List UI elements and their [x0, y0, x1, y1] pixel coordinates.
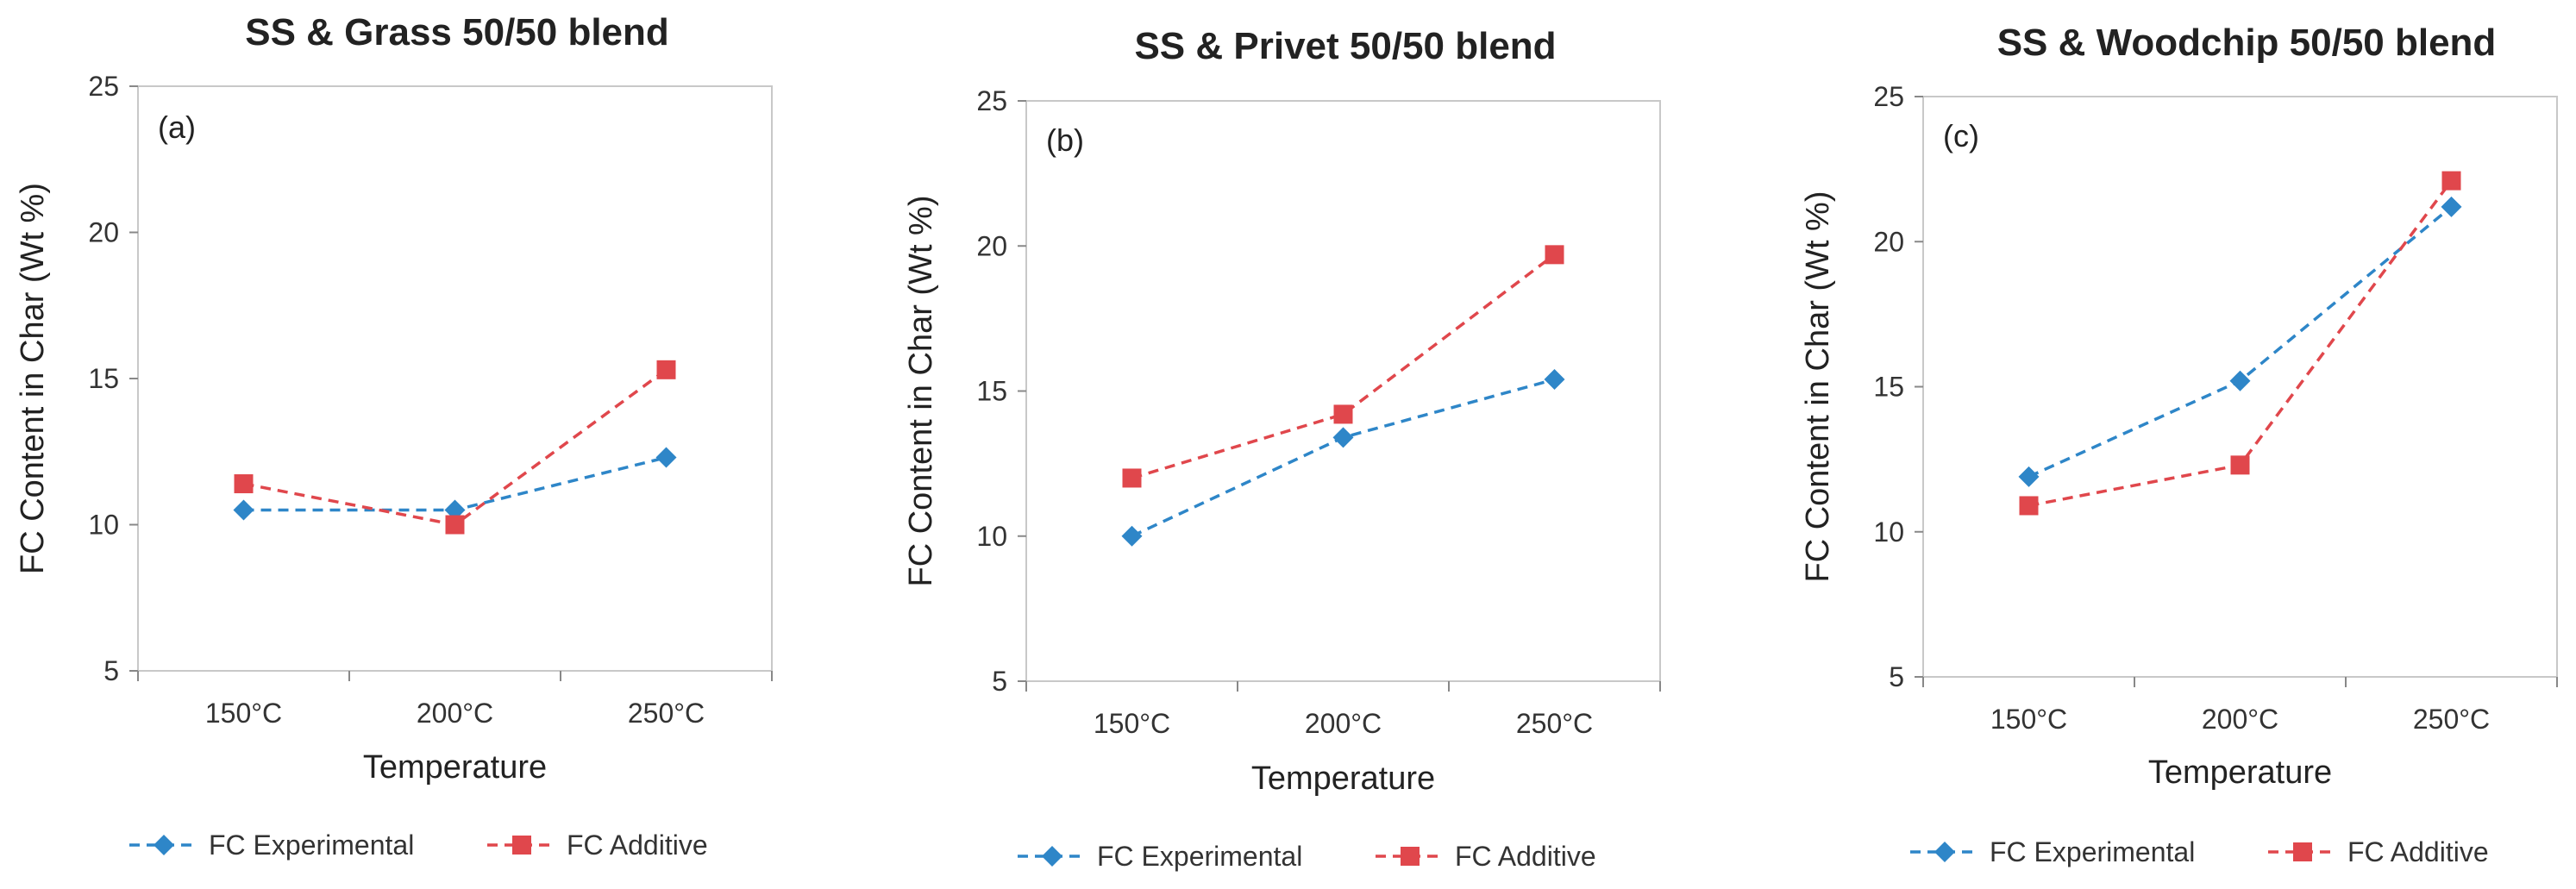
x-tick-label: 250°C [628, 698, 705, 729]
y-tick-label: 5 [103, 655, 119, 686]
y-tick-label: 10 [88, 510, 119, 541]
data-point [2441, 171, 2461, 191]
chart-title: SS & Grass 50/50 blend [245, 11, 669, 53]
data-point [233, 499, 254, 521]
panel-label: (c) [1943, 118, 1979, 153]
chart-panel-3: SS & Woodchip 50/50 blend 5 10 15 20 25 150°C 2… [1800, 22, 2558, 867]
y-tick-label: 15 [976, 376, 1007, 407]
data-point [2441, 196, 2462, 217]
data-point [1544, 369, 1565, 391]
legend-item: FC Additive [2268, 836, 2489, 867]
y-tick-label: 10 [1873, 516, 1904, 548]
data-point [656, 360, 676, 379]
series-fc-experimental [233, 447, 677, 521]
legend-label: FC Additive [567, 830, 708, 861]
x-tick-label: 250°C [2413, 704, 2490, 735]
x-tick-label: 150°C [1094, 708, 1170, 739]
data-point [655, 447, 677, 468]
panel-label: (b) [1046, 122, 1084, 158]
y-axis-label: FC Content in Char (Wt %) [15, 183, 51, 574]
y-tick-label: 20 [1873, 226, 1904, 257]
y-tick-label: 20 [976, 230, 1007, 261]
series-fc-additive [2019, 171, 2461, 516]
x-axis-label: Temperature [1251, 761, 1435, 797]
x-tick-label: 200°C [2202, 704, 2278, 735]
series-fc-experimental [1121, 369, 1565, 547]
series-fc-additive [234, 360, 676, 535]
legend-marker [512, 836, 531, 855]
y-tick-label: 5 [1889, 661, 1904, 692]
y-tick-label: 5 [992, 666, 1007, 697]
legend: FC Experimental FC Additive [1018, 841, 1596, 872]
data-point [2019, 496, 2039, 516]
x-tick-label: 250°C [1516, 708, 1593, 739]
x-axis-label: Temperature [2148, 754, 2332, 791]
y-tick-label: 25 [1873, 81, 1904, 112]
series-line [1131, 378, 1555, 538]
legend-item: FC Experimental [129, 830, 414, 861]
data-point [445, 515, 465, 535]
chart-panel-1: SS & Grass 50/50 blend 5 10 15 20 25 150°C 200°… [15, 11, 773, 861]
legend-label: FC Additive [1455, 841, 1596, 872]
y-tick-label: 20 [88, 217, 119, 248]
legend-label: FC Experimental [1990, 836, 2195, 867]
data-point [234, 474, 254, 494]
legend-marker [1934, 842, 1955, 862]
legend-item: FC Experimental [1018, 841, 1302, 872]
data-point [1545, 245, 1564, 265]
y-axis-label: FC Content in Char (Wt %) [1800, 191, 1836, 583]
data-point [2229, 370, 2251, 391]
legend: FC Experimental FC Additive [1910, 836, 2489, 867]
x-tick-label: 200°C [1305, 708, 1382, 739]
series-fc-experimental [2018, 196, 2462, 487]
panel-label: (a) [158, 110, 196, 145]
legend-item: FC Additive [1376, 841, 1596, 872]
y-tick-label: 25 [976, 85, 1007, 116]
data-point [1122, 468, 1142, 488]
data-point [1332, 427, 1354, 448]
legend-item: FC Experimental [1910, 836, 2195, 867]
y-tick-label: 10 [976, 521, 1007, 552]
chart-panel-2: SS & Privet 50/50 blend 5 10 15 20 25 150°C 200… [903, 25, 1661, 872]
series-fc-additive [1122, 245, 1564, 488]
data-point [1121, 525, 1143, 547]
x-tick-label: 200°C [417, 698, 493, 729]
y-tick-label: 15 [88, 363, 119, 394]
y-axis-label: FC Content in Char (Wt %) [903, 196, 939, 587]
y-tick-label: 25 [88, 71, 119, 102]
legend-item: FC Additive [487, 830, 708, 861]
legend-marker [154, 835, 174, 855]
chart-title: SS & Privet 50/50 blend [1134, 25, 1556, 67]
legend: FC Experimental FC Additive [129, 830, 708, 861]
series-line [2028, 205, 2453, 479]
legend-label: FC Experimental [209, 830, 414, 861]
x-tick-label: 150°C [205, 698, 282, 729]
legend-marker [1401, 847, 1420, 866]
chart-title: SS & Woodchip 50/50 blend [1997, 22, 2497, 64]
series-line [1131, 253, 1556, 480]
plot-area [137, 85, 773, 672]
plot-area [1025, 100, 1661, 682]
legend-marker [1042, 846, 1062, 867]
data-point [2230, 455, 2250, 475]
y-tick-label: 15 [1873, 372, 1904, 403]
x-axis-label: Temperature [363, 749, 547, 786]
data-point [1333, 404, 1353, 424]
data-point [2018, 466, 2040, 487]
x-tick-label: 150°C [1990, 704, 2067, 735]
legend-label: FC Experimental [1097, 841, 1302, 872]
legend-label: FC Additive [2347, 836, 2489, 867]
legend-marker [2293, 842, 2312, 861]
